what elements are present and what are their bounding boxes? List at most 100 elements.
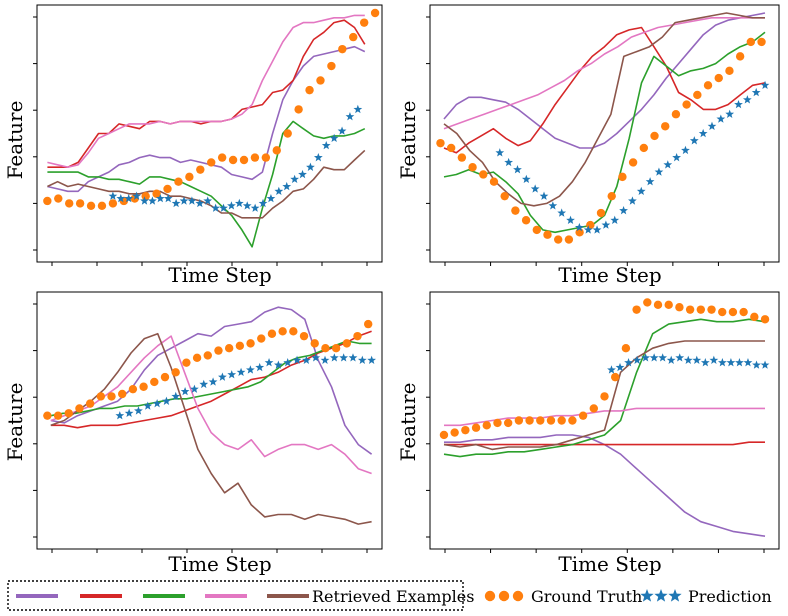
ground-truth-point xyxy=(294,105,303,114)
prediction-point xyxy=(610,215,620,224)
prediction-point xyxy=(698,128,708,138)
ground-truth-point xyxy=(682,100,691,109)
prediction-point xyxy=(557,208,567,217)
series-line-red xyxy=(47,19,366,168)
prediction-point xyxy=(124,193,134,203)
ground-truth-point xyxy=(503,418,513,428)
prediction-point xyxy=(681,145,690,155)
ground-truth-point xyxy=(224,344,234,353)
prediction-point xyxy=(227,201,236,210)
prediction-point xyxy=(227,370,237,379)
prediction-point xyxy=(645,177,655,186)
ground-truth-point xyxy=(305,85,314,95)
y-axis-label: Feature xyxy=(3,383,27,462)
ground-truth-point xyxy=(728,307,738,317)
plot-frame xyxy=(36,4,383,263)
ground-truth-point xyxy=(482,421,491,430)
prediction-point xyxy=(495,148,505,157)
plot-area xyxy=(43,8,380,248)
ground-truth-point xyxy=(703,81,713,90)
ground-truth-point xyxy=(661,122,670,131)
prediction-point xyxy=(219,203,228,212)
prediction-point xyxy=(345,112,355,121)
ground-truth-point xyxy=(150,377,159,387)
prediction-point xyxy=(592,225,602,234)
ground-truth-point xyxy=(760,315,770,324)
prediction-point xyxy=(353,104,363,114)
prediction-point xyxy=(258,198,268,208)
prediction-point xyxy=(726,358,736,367)
series-line-brown xyxy=(443,340,765,451)
ground-truth-point xyxy=(479,170,488,179)
prediction-point xyxy=(190,384,199,393)
x-axis-label: Time Step xyxy=(168,263,271,287)
prediction-point xyxy=(575,222,584,232)
ground-truth-point xyxy=(267,329,277,338)
legend-ground-truth-label: Ground Truth xyxy=(531,587,642,606)
prediction-point xyxy=(666,355,676,364)
chart-panel-3: Time Step Feature xyxy=(3,291,383,576)
ground-truth-point xyxy=(618,172,627,182)
prediction-point xyxy=(292,355,302,364)
prediction-point xyxy=(658,353,668,362)
series-line-red xyxy=(443,26,766,154)
ground-truth-point xyxy=(128,384,138,394)
prediction-point xyxy=(203,196,213,205)
series-line-purple xyxy=(50,306,373,455)
ground-truth-point xyxy=(331,344,341,353)
prediction-point xyxy=(548,201,558,210)
plot-area xyxy=(436,12,770,244)
prediction-point xyxy=(504,157,514,167)
prediction-point xyxy=(211,203,220,212)
ground-truth-point xyxy=(650,131,659,141)
ground-truth-point xyxy=(235,341,245,350)
ground-truth-point xyxy=(108,199,118,208)
prediction-point xyxy=(367,355,377,364)
ground-truth-point xyxy=(596,208,606,218)
ground-truth-point xyxy=(600,392,609,401)
prediction-point xyxy=(180,386,190,396)
prediction-point xyxy=(313,153,323,162)
ground-truth-point xyxy=(239,155,249,165)
ground-truth-point xyxy=(217,153,227,162)
prediction-point xyxy=(171,391,181,401)
ground-truth-point xyxy=(203,351,212,360)
series-line-pink xyxy=(443,17,765,130)
x-axis-label: Time Step xyxy=(558,552,661,576)
plot-frame xyxy=(429,4,780,263)
chart-panel-4: Time Step Feature xyxy=(396,291,780,576)
prediction-point xyxy=(246,365,255,374)
prediction-point xyxy=(171,198,181,208)
prediction-point xyxy=(672,153,681,162)
prediction-point xyxy=(321,140,331,150)
ground-truth-point xyxy=(261,153,271,162)
prediction-point xyxy=(683,355,693,364)
ground-truth-point xyxy=(185,172,194,182)
legend-ground-truth-marker xyxy=(484,590,496,602)
legend-ground-truth-marker xyxy=(498,590,510,602)
ground-truth-point xyxy=(746,37,756,47)
prediction-point xyxy=(615,362,625,372)
prediction-point xyxy=(339,353,349,362)
prediction-point xyxy=(734,99,743,109)
ground-truth-point xyxy=(246,339,255,348)
ground-truth-point xyxy=(152,189,161,198)
chart-panel-2: Time Step Feature xyxy=(396,4,780,287)
ground-truth-point xyxy=(118,389,127,399)
prediction-point xyxy=(115,411,125,420)
ground-truth-point xyxy=(714,73,723,83)
series-line-purple xyxy=(47,45,366,193)
prediction-point xyxy=(108,191,118,200)
ground-truth-point xyxy=(65,199,74,208)
ground-truth-point xyxy=(514,416,524,425)
ground-truth-point xyxy=(521,216,531,225)
ground-truth-point xyxy=(735,52,745,61)
prediction-point xyxy=(566,215,575,224)
legend-prediction-marker xyxy=(668,589,682,602)
ground-truth-point xyxy=(53,411,63,420)
ground-truth-point xyxy=(359,18,369,27)
prediction-point xyxy=(632,355,642,364)
plot-area xyxy=(439,298,770,537)
ground-truth-point xyxy=(675,303,684,312)
ground-truth-point xyxy=(436,138,445,148)
